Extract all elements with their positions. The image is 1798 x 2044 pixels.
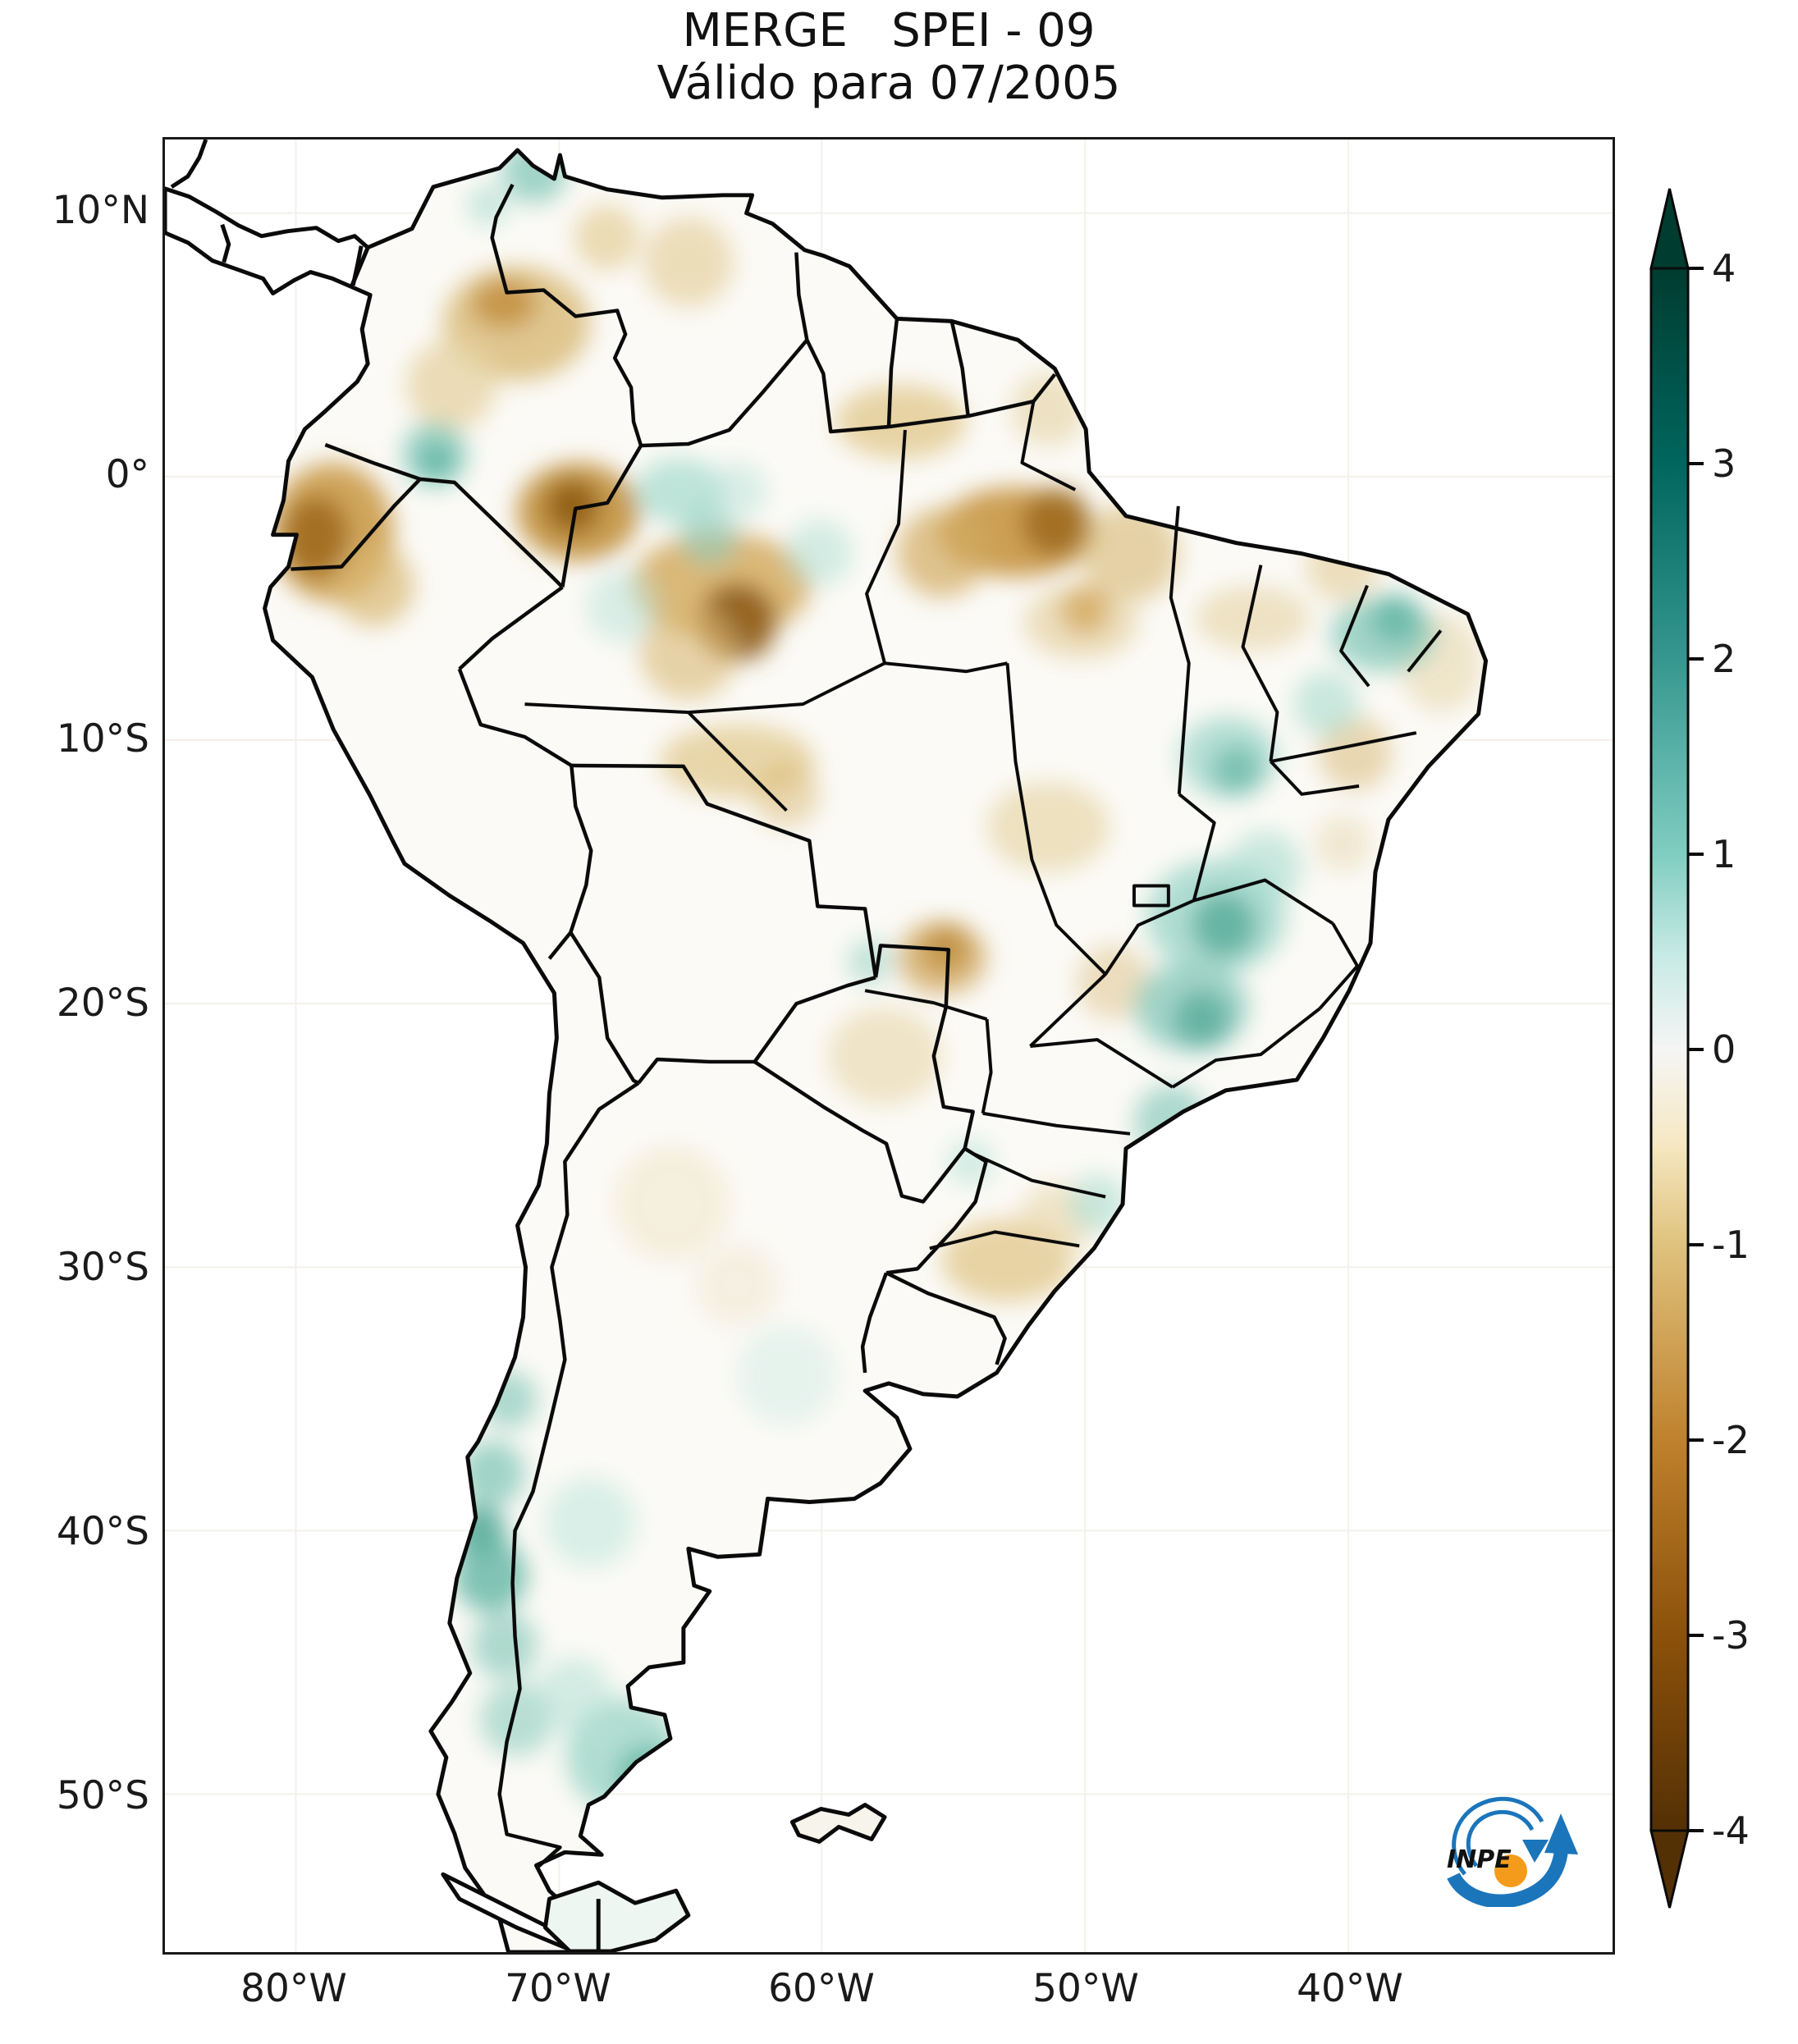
title-line-1: MERGE SPEI - 09 — [682, 4, 1096, 57]
lat-tick-30s: 30°S — [56, 1245, 149, 1290]
colorbar-gradient — [1649, 267, 1690, 1832]
cb-tick-3: 3 — [1712, 441, 1736, 486]
lon-tick-50w: 50°W — [1032, 1966, 1139, 2011]
title-line-2: Válido para 07/2005 — [657, 57, 1121, 110]
colorbar-tickmarks — [1688, 267, 1704, 1832]
inpe-logo-arrowhead-down — [1522, 1840, 1549, 1863]
cb-tick-2: 2 — [1712, 637, 1736, 681]
cb-tick-0: 0 — [1712, 1027, 1736, 1072]
lat-tick-20s: 20°S — [56, 981, 149, 1026]
south-america-map — [165, 139, 1613, 1952]
lat-tick-0: 0° — [105, 452, 149, 497]
inpe-logo-swirl-outer — [1452, 1796, 1544, 1876]
lat-tick-10s: 10°S — [56, 716, 149, 761]
colorbar-arrow-bottom — [1649, 1829, 1690, 1909]
lon-tick-70w: 70°W — [505, 1966, 611, 2011]
lon-tick-80w: 80°W — [240, 1966, 347, 2011]
colorbar-arrow-top — [1649, 188, 1690, 270]
lon-tick-40w: 40°W — [1297, 1966, 1403, 2011]
cb-tick-m3: -3 — [1712, 1613, 1750, 1658]
coastline-south-america — [263, 148, 1489, 1952]
lat-tick-10n: 10°N — [52, 188, 149, 233]
figure-title: MERGE SPEI - 09 Válido para 07/2005 — [314, 5, 1463, 110]
lat-tick-40s: 40°S — [56, 1509, 149, 1554]
state-borders — [524, 400, 1443, 1251]
cb-tick-m2: -2 — [1712, 1418, 1750, 1462]
southern-islands — [441, 1802, 887, 1952]
colorbar — [1649, 188, 1704, 1909]
lat-tick-50s: 50°S — [56, 1773, 149, 1818]
inpe-logo-orange-dot — [1494, 1854, 1527, 1887]
cb-tick-1: 1 — [1712, 832, 1736, 876]
cb-tick-4: 4 — [1712, 246, 1736, 290]
central-america — [165, 139, 370, 295]
inpe-logo-text: INPE — [1447, 1845, 1512, 1874]
country-borders — [291, 183, 1057, 1868]
map-canvas: INPE — [162, 137, 1615, 1955]
cb-tick-m1: -1 — [1712, 1223, 1750, 1267]
inpe-logo-swirl-inner — [1466, 1809, 1535, 1868]
inpe-logo-swoosh — [1447, 1845, 1569, 1907]
inpe-logo-arrowhead-up — [1544, 1813, 1578, 1854]
inpe-logo: INPE — [1447, 1796, 1578, 1907]
falkland-islands — [789, 1802, 887, 1844]
cb-tick-m4: -4 — [1712, 1809, 1750, 1853]
lon-tick-60w: 60°W — [768, 1966, 875, 2011]
spei-field — [264, 149, 1486, 1952]
